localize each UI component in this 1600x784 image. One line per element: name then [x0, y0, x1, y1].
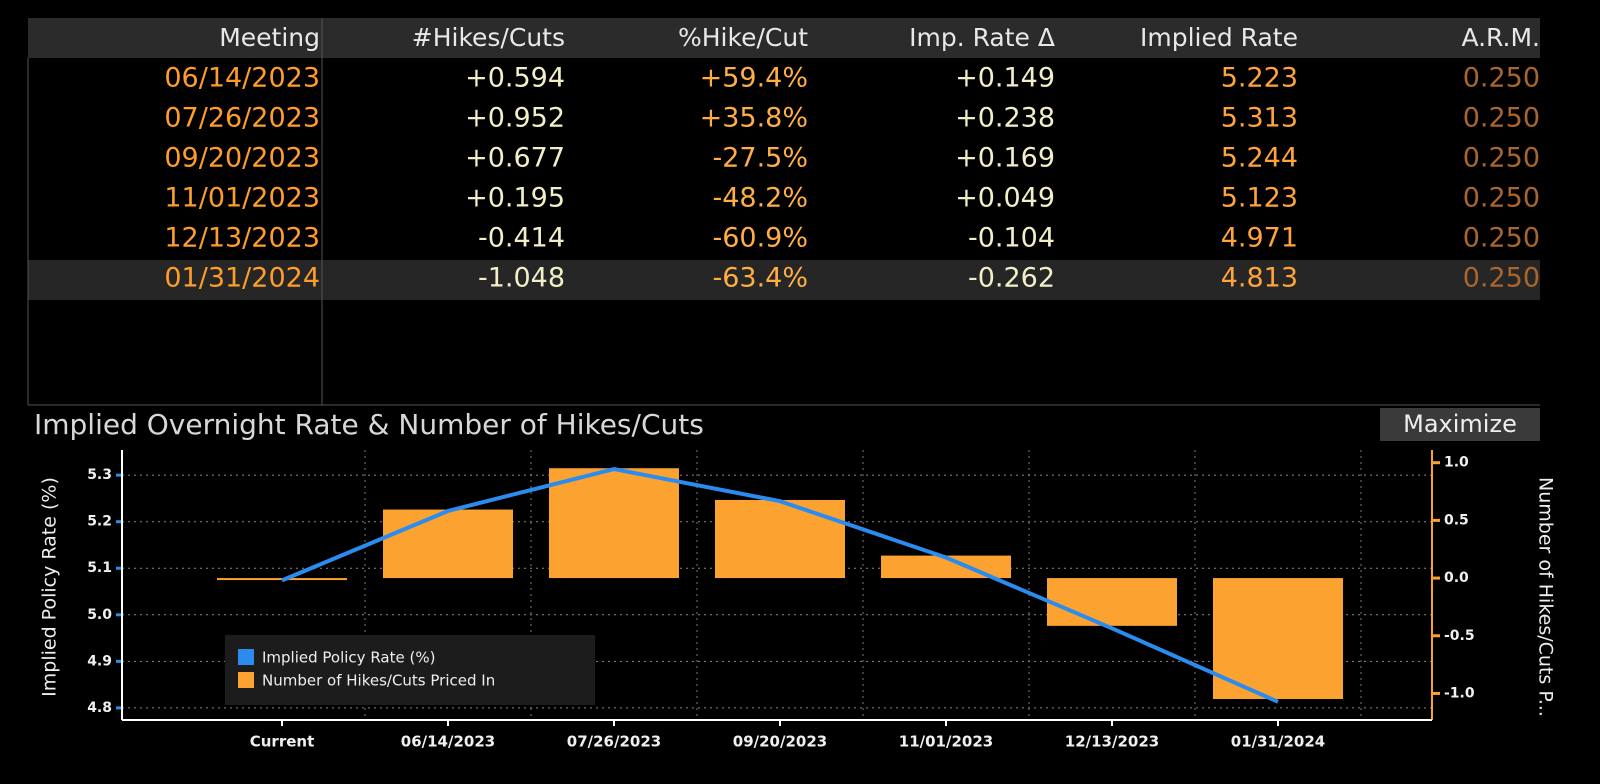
- y-tick-label: 5.0: [87, 607, 112, 623]
- table-cell: 4.813: [1221, 263, 1298, 294]
- column-header: Meeting: [219, 23, 320, 52]
- y-tick-label: 5.3: [87, 467, 112, 483]
- table-cell: +0.238: [955, 103, 1055, 134]
- table-cell: -63.4%: [712, 263, 808, 294]
- column-header: Implied Rate: [1140, 23, 1298, 52]
- table-cell: -60.9%: [712, 223, 808, 254]
- table-cell: 5.223: [1221, 63, 1298, 94]
- column-header: #Hikes/Cuts: [412, 23, 565, 52]
- table-cell: 0.250: [1463, 143, 1540, 174]
- y2-tick-label: 1.0: [1444, 455, 1469, 471]
- legend-label: Implied Policy Rate (%): [262, 649, 435, 667]
- y2-tick-label: 0.0: [1444, 570, 1469, 586]
- legend-box: [225, 635, 595, 705]
- table-cell: -27.5%: [712, 143, 808, 174]
- table-cell: 11/01/2023: [164, 183, 320, 214]
- legend-swatch: [238, 672, 254, 688]
- line: [281, 467, 1279, 704]
- table-cell: -48.2%: [712, 183, 808, 214]
- table-cell: +59.4%: [700, 63, 808, 94]
- bar: [1213, 578, 1343, 699]
- table-cell: 09/20/2023: [164, 143, 320, 174]
- chart-title: Implied Overnight Rate & Number of Hikes…: [34, 408, 704, 441]
- y2-tick-label: -1.0: [1444, 685, 1475, 701]
- bar: [1047, 578, 1177, 626]
- bar: [715, 499, 845, 579]
- x-tick-label: 06/14/2023: [401, 733, 495, 751]
- column-header: %Hike/Cut: [678, 23, 808, 52]
- maximize-button[interactable]: [1380, 408, 1540, 441]
- row-highlight: [28, 260, 1540, 300]
- table-cell: 12/13/2023: [164, 223, 320, 254]
- x-tick-label: 12/13/2023: [1065, 733, 1159, 751]
- table-cell: +35.8%: [700, 103, 808, 134]
- table-cell: +0.677: [465, 143, 565, 174]
- table-cell: 0.250: [1463, 63, 1540, 94]
- legend-label: Number of Hikes/Cuts Priced In: [262, 672, 495, 690]
- table-cell: +0.195: [465, 183, 565, 214]
- table-cell: +0.149: [955, 63, 1055, 94]
- table-cell: 0.250: [1463, 103, 1540, 134]
- table-cell: 06/14/2023: [164, 63, 320, 94]
- bar: [383, 509, 513, 579]
- table-cell: 01/31/2024: [164, 263, 320, 294]
- x-tick-label: 09/20/2023: [733, 733, 827, 751]
- table-cell: 0.250: [1463, 223, 1540, 254]
- table-cell: +0.952: [465, 103, 565, 134]
- table-cell: 5.123: [1221, 183, 1298, 214]
- column-header: A.R.M.: [1461, 23, 1540, 52]
- table-cell: -0.414: [478, 223, 565, 254]
- x-tick-label: Current: [250, 733, 315, 751]
- y2-tick-label: -0.5: [1444, 628, 1475, 644]
- y-axis-label: Implied Policy Rate (%): [39, 477, 61, 697]
- table-header-bg: [28, 18, 1540, 58]
- column-header: Imp. Rate Δ: [909, 23, 1055, 52]
- table-cell: +0.594: [465, 63, 565, 94]
- table-cell: 0.250: [1463, 183, 1540, 214]
- y-tick-label: 4.8: [87, 700, 112, 716]
- x-tick-label: 01/31/2024: [1231, 733, 1325, 751]
- table-cell: 4.971: [1221, 223, 1298, 254]
- legend-swatch: [238, 649, 254, 665]
- bar: [549, 468, 679, 579]
- x-tick-label: 11/01/2023: [899, 733, 993, 751]
- table-cell: 5.313: [1221, 103, 1298, 134]
- table-cell: -0.104: [968, 223, 1055, 254]
- y-tick-label: 5.1: [87, 560, 112, 576]
- y2-axis-label: Number of Hikes/Cuts P...: [1535, 477, 1557, 717]
- maximize-label[interactable]: Maximize: [1403, 410, 1517, 438]
- table-cell: -0.262: [968, 263, 1055, 294]
- y-tick-label: 4.9: [87, 653, 112, 669]
- table-cell: +0.169: [955, 143, 1055, 174]
- y-tick-label: 5.2: [87, 514, 112, 530]
- table-cell: -1.048: [478, 263, 565, 294]
- table-cell: +0.049: [955, 183, 1055, 214]
- x-tick-label: 07/26/2023: [567, 733, 661, 751]
- table-cell: 0.250: [1463, 263, 1540, 294]
- table-cell: 07/26/2023: [164, 103, 320, 134]
- y2-tick-label: 0.5: [1444, 512, 1469, 528]
- table-cell: 5.244: [1221, 143, 1298, 174]
